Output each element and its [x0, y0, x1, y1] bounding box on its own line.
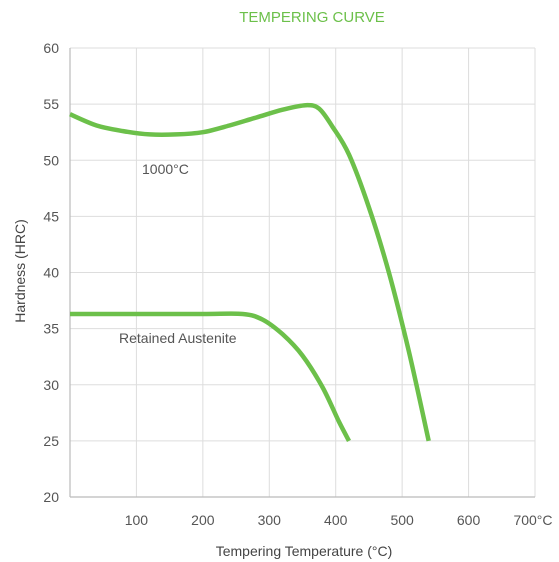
- series-lines: [69, 102, 431, 442]
- y-tick-label: 35: [43, 321, 59, 337]
- series-label-1000c: 1000°C: [142, 161, 189, 177]
- y-tick-label: 60: [43, 40, 59, 56]
- y-tick-label: 30: [43, 377, 59, 393]
- series-label-retained-austenite: Retained Austenite: [119, 330, 237, 346]
- series-line-retained-austenite: [70, 311, 351, 442]
- y-tick-label: 40: [43, 265, 59, 281]
- y-tick-label: 25: [43, 433, 59, 449]
- x-tick-label: 400: [324, 512, 348, 528]
- axes: [69, 48, 535, 498]
- y-tick-label: 45: [43, 208, 59, 224]
- y-tick-label: 20: [43, 489, 59, 505]
- x-tick-label: 600: [457, 512, 481, 528]
- x-axis-label: Tempering Temperature (°C): [216, 543, 393, 559]
- y-axis-ticks: 20 25 30 35 40 45 50 55 60: [43, 40, 59, 505]
- x-axis-ticks: 100 200 300 400 500 600 700°C: [125, 512, 553, 528]
- x-tick-label: 700°C: [513, 512, 552, 528]
- x-tick-label: 500: [390, 512, 414, 528]
- y-axis-label: Hardness (HRC): [12, 219, 28, 322]
- series-line-1000c: [69, 102, 431, 442]
- x-tick-label: 300: [258, 512, 282, 528]
- chart-title: TEMPERING CURVE: [239, 9, 385, 26]
- x-tick-label: 200: [191, 512, 215, 528]
- grid: [70, 47, 536, 497]
- x-tick-label: 100: [125, 512, 149, 528]
- y-tick-label: 50: [43, 152, 59, 168]
- y-tick-label: 55: [43, 96, 59, 112]
